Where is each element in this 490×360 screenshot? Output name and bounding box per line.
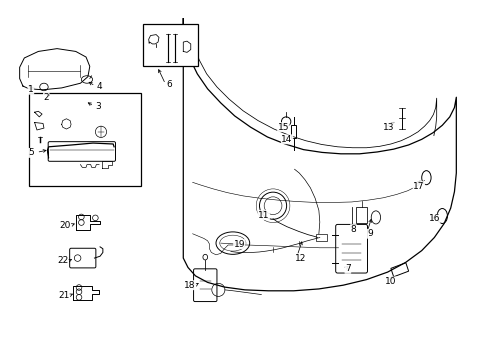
Text: 5: 5 (28, 148, 34, 157)
Text: 12: 12 (294, 253, 306, 262)
Text: 13: 13 (383, 123, 395, 132)
Text: 10: 10 (385, 277, 396, 286)
Text: 14: 14 (281, 135, 293, 144)
Bar (143, 24, 198, 66)
Text: 6: 6 (167, 80, 172, 89)
Text: 20: 20 (59, 221, 71, 230)
Text: 7: 7 (345, 264, 351, 273)
Text: 9: 9 (368, 229, 373, 238)
Bar (291, 125, 296, 138)
Bar (29, 93, 141, 186)
Text: 18: 18 (184, 281, 196, 290)
Text: 22: 22 (57, 256, 68, 265)
Text: 4: 4 (97, 82, 102, 91)
Bar (316, 234, 327, 241)
Text: 21: 21 (58, 291, 69, 300)
Bar (356, 207, 368, 224)
Text: 16: 16 (429, 214, 440, 223)
Text: 8: 8 (350, 225, 356, 234)
Text: 15: 15 (278, 123, 289, 132)
Text: 19: 19 (234, 239, 245, 248)
Text: 2: 2 (44, 93, 49, 102)
Text: 3: 3 (95, 102, 100, 111)
Text: 1: 1 (28, 85, 34, 94)
Text: 17: 17 (413, 181, 425, 190)
Text: 11: 11 (258, 211, 270, 220)
